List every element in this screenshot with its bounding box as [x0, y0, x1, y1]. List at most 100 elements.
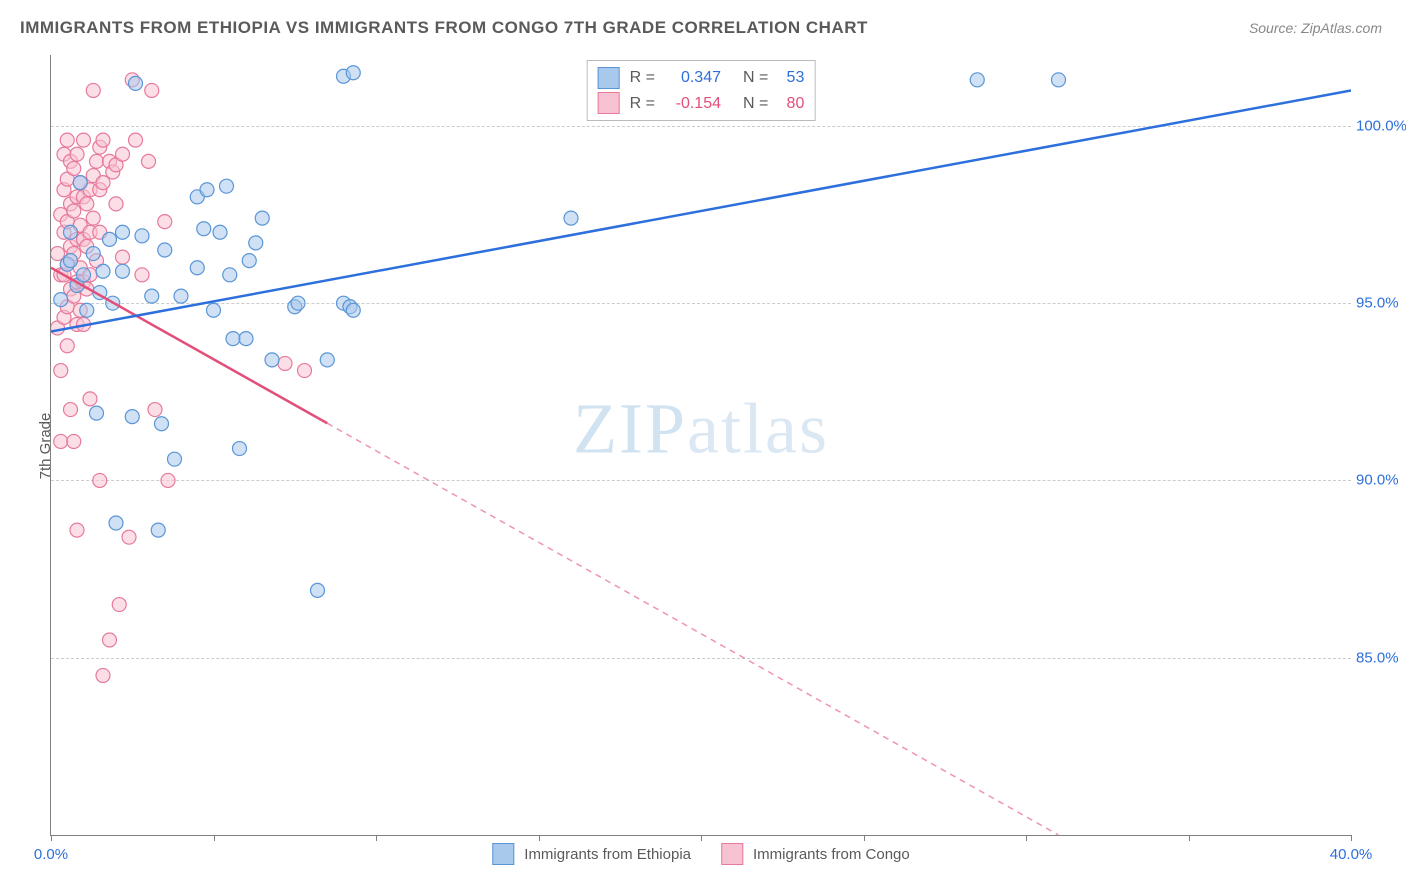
x-tick-label: 0.0% [34, 846, 68, 863]
chart-svg [51, 55, 1351, 835]
data-point [168, 452, 182, 466]
data-point [148, 403, 162, 417]
data-point [73, 176, 87, 190]
x-tick [214, 835, 215, 841]
data-point [129, 133, 143, 147]
x-tick [864, 835, 865, 841]
data-point [151, 523, 165, 537]
data-point [158, 215, 172, 229]
data-point [64, 403, 78, 417]
data-point [70, 147, 84, 161]
data-point [70, 523, 84, 537]
source-name: ZipAtlas.com [1301, 20, 1382, 36]
data-point [135, 229, 149, 243]
n-value: 80 [774, 91, 804, 117]
r-value: -0.154 [661, 91, 721, 117]
data-point [64, 225, 78, 239]
source-attribution: Source: ZipAtlas.com [1249, 20, 1382, 36]
data-point [86, 247, 100, 261]
y-tick-label: 85.0% [1356, 649, 1406, 666]
x-tick [376, 835, 377, 841]
data-point [291, 296, 305, 310]
n-value: 53 [774, 65, 804, 91]
r-value: 0.347 [661, 65, 721, 91]
data-point [220, 179, 234, 193]
data-point [346, 66, 360, 80]
data-point [112, 598, 126, 612]
data-point [60, 133, 74, 147]
data-point [1052, 73, 1066, 87]
data-point [311, 583, 325, 597]
data-point [125, 410, 139, 424]
chart-title: IMMIGRANTS FROM ETHIOPIA VS IMMIGRANTS F… [20, 18, 868, 38]
series-legend-item: Immigrants from Ethiopia [492, 843, 691, 865]
data-point [155, 417, 169, 431]
data-point [67, 434, 81, 448]
data-point [122, 530, 136, 544]
data-point [67, 161, 81, 175]
y-tick-label: 95.0% [1356, 295, 1406, 312]
data-point [54, 293, 68, 307]
data-point [298, 364, 312, 378]
x-tick-label: 40.0% [1330, 846, 1373, 863]
data-point [80, 197, 94, 211]
data-point [83, 392, 97, 406]
data-point [67, 204, 81, 218]
data-point [226, 332, 240, 346]
data-point [239, 332, 253, 346]
data-point [265, 353, 279, 367]
data-point [86, 83, 100, 97]
series-legend-item: Immigrants from Congo [721, 843, 910, 865]
data-point [320, 353, 334, 367]
n-label: N = [743, 65, 768, 91]
data-point [200, 183, 214, 197]
stats-legend-row: R =0.347 N =53 [598, 65, 805, 91]
x-tick [701, 835, 702, 841]
data-point [80, 303, 94, 317]
data-point [197, 222, 211, 236]
data-point [77, 133, 91, 147]
data-point [109, 197, 123, 211]
data-point [54, 364, 68, 378]
data-point [54, 434, 68, 448]
data-point [129, 76, 143, 90]
source-prefix: Source: [1249, 20, 1301, 36]
legend-swatch [598, 92, 620, 114]
series-name: Immigrants from Ethiopia [524, 846, 691, 863]
data-point [93, 473, 107, 487]
y-tick-label: 100.0% [1356, 117, 1406, 134]
data-point [96, 133, 110, 147]
data-point [213, 225, 227, 239]
data-point [103, 232, 117, 246]
x-tick [1026, 835, 1027, 841]
stats-legend-box: R =0.347 N =53 R =-0.154 N =80 [587, 60, 816, 121]
data-point [255, 211, 269, 225]
data-point [145, 289, 159, 303]
data-point [174, 289, 188, 303]
data-point [161, 473, 175, 487]
data-point [233, 442, 247, 456]
series-name: Immigrants from Congo [753, 846, 910, 863]
data-point [970, 73, 984, 87]
r-label: R = [630, 91, 655, 117]
legend-swatch [492, 843, 514, 865]
data-point [96, 668, 110, 682]
data-point [64, 254, 78, 268]
r-label: R = [630, 65, 655, 91]
data-point [145, 83, 159, 97]
x-tick [1351, 835, 1352, 841]
data-point [142, 154, 156, 168]
data-point [135, 268, 149, 282]
stats-legend-row: R =-0.154 N =80 [598, 91, 805, 117]
legend-swatch [721, 843, 743, 865]
data-point [90, 406, 104, 420]
x-tick [1189, 835, 1190, 841]
data-point [103, 633, 117, 647]
n-label: N = [743, 91, 768, 117]
data-point [116, 147, 130, 161]
data-point [242, 254, 256, 268]
trend-line-solid [51, 90, 1351, 331]
data-point [90, 154, 104, 168]
plot-area: ZIPatlas R =0.347N =53R =-0.154N =80 Imm… [50, 55, 1351, 836]
data-point [190, 261, 204, 275]
